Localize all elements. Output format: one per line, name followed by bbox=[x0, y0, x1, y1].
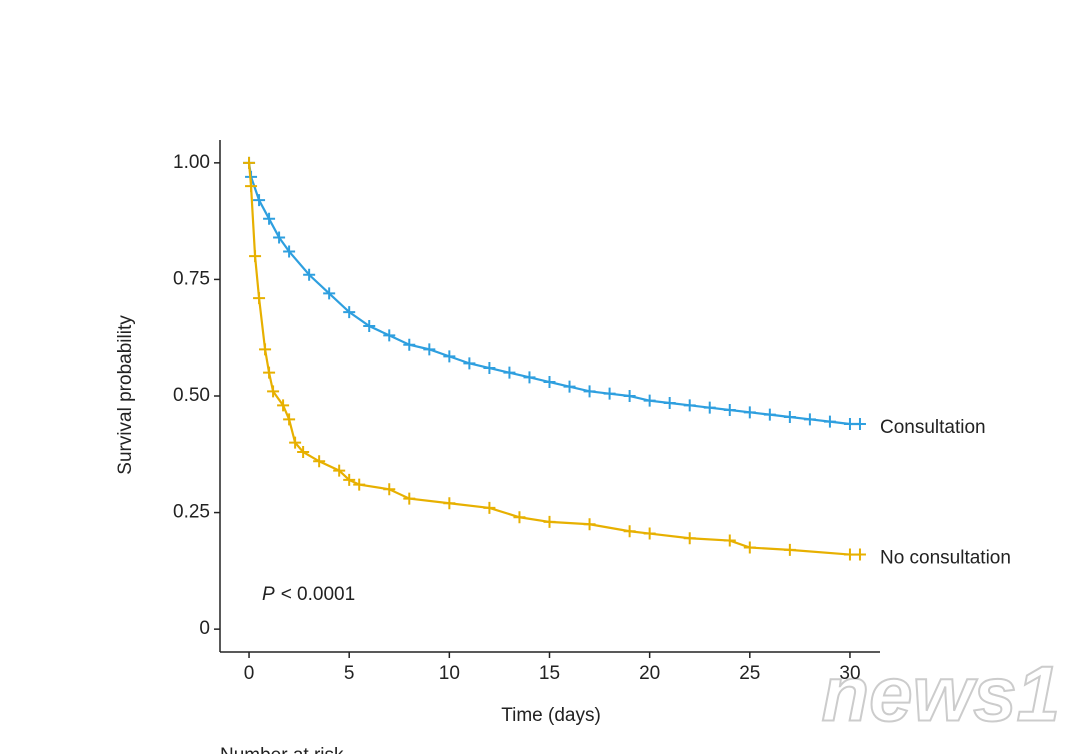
y-axis-label: Survival probability bbox=[115, 315, 136, 475]
x-tick-label: 15 bbox=[539, 663, 560, 684]
x-tick-label: 0 bbox=[244, 663, 255, 684]
censor-mark bbox=[783, 543, 796, 556]
y-tick-label: 0.50 bbox=[173, 385, 210, 406]
censor-mark bbox=[543, 515, 556, 528]
censor-mark bbox=[303, 268, 316, 281]
censor-mark bbox=[323, 287, 336, 300]
censor-mark bbox=[683, 532, 696, 545]
censor-mark bbox=[603, 387, 616, 400]
survival-curve bbox=[247, 162, 860, 556]
censor-mark bbox=[483, 501, 496, 514]
watermark: news1 bbox=[822, 650, 1060, 738]
p-symbol: P bbox=[262, 584, 275, 605]
censor-mark bbox=[763, 408, 776, 421]
censor-mark bbox=[663, 396, 676, 409]
censor-mark bbox=[743, 541, 756, 554]
x-axis-label: Time (days) bbox=[501, 705, 601, 726]
censor-mark bbox=[853, 417, 866, 430]
censor-mark bbox=[353, 478, 366, 491]
censor-mark bbox=[523, 371, 536, 384]
censor-mark bbox=[259, 343, 272, 356]
censor-mark bbox=[623, 525, 636, 538]
footer: Number at risk bbox=[220, 745, 344, 754]
p-value: P < 0.0001 bbox=[262, 584, 355, 605]
censor-mark bbox=[289, 436, 302, 449]
censor-mark bbox=[277, 399, 290, 412]
censor-mark bbox=[643, 527, 656, 540]
survival-curve bbox=[247, 162, 860, 426]
censor-mark bbox=[483, 362, 496, 375]
censor-mark bbox=[643, 394, 656, 407]
censor-mark bbox=[243, 156, 256, 169]
censor-mark bbox=[333, 464, 346, 477]
censor-mark bbox=[383, 329, 396, 342]
censor-mark bbox=[383, 483, 396, 496]
censor-mark bbox=[249, 250, 262, 263]
x-tick-label: 10 bbox=[439, 663, 460, 684]
y-tick-label: 1.00 bbox=[173, 152, 210, 173]
censor-mark bbox=[263, 366, 276, 379]
censor-mark bbox=[423, 343, 436, 356]
censor-mark bbox=[583, 385, 596, 398]
censor-mark bbox=[783, 410, 796, 423]
x-tick-label: 25 bbox=[739, 663, 760, 684]
censor-mark bbox=[343, 473, 356, 486]
censor-mark bbox=[803, 413, 816, 426]
censor-mark bbox=[843, 548, 856, 561]
censor-mark bbox=[363, 320, 376, 333]
censor-mark bbox=[623, 390, 636, 402]
censor-mark bbox=[403, 338, 416, 351]
censor-mark bbox=[297, 445, 310, 458]
series-label: No consultation bbox=[880, 548, 1011, 569]
censor-mark bbox=[463, 357, 476, 370]
censor-mark bbox=[683, 399, 696, 412]
censor-mark bbox=[563, 380, 576, 393]
censor-mark bbox=[245, 180, 258, 193]
censor-mark bbox=[843, 417, 856, 430]
p-text: < 0.0001 bbox=[281, 584, 356, 605]
censor-mark bbox=[267, 385, 280, 398]
censor-mark bbox=[263, 212, 276, 225]
censor-mark bbox=[543, 376, 556, 389]
y-tick-label: 0.75 bbox=[173, 268, 210, 289]
censor-mark bbox=[503, 366, 516, 379]
censor-mark bbox=[273, 231, 286, 244]
x-tick-label: 20 bbox=[639, 663, 660, 684]
censor-mark bbox=[743, 406, 756, 419]
censor-mark bbox=[853, 548, 866, 561]
censor-mark bbox=[283, 245, 296, 258]
censor-mark bbox=[723, 534, 736, 547]
x-tick-label: 5 bbox=[344, 663, 355, 684]
censor-mark bbox=[253, 194, 266, 207]
censor-mark bbox=[313, 455, 326, 468]
series-label: Consultation bbox=[880, 417, 986, 438]
censor-mark bbox=[343, 306, 356, 319]
censor-mark bbox=[703, 401, 716, 414]
censor-mark bbox=[253, 292, 266, 305]
censor-mark bbox=[403, 492, 416, 505]
censor-mark bbox=[583, 518, 596, 531]
censor-mark bbox=[443, 497, 456, 510]
censor-mark bbox=[513, 511, 526, 524]
censor-mark bbox=[283, 413, 296, 426]
y-tick-label: 0.25 bbox=[173, 502, 210, 523]
censor-mark bbox=[823, 415, 836, 428]
y-tick-label: 0 bbox=[199, 618, 210, 639]
x-tick-label: 30 bbox=[839, 663, 860, 684]
censor-mark bbox=[443, 350, 456, 363]
censor-mark bbox=[723, 403, 736, 416]
